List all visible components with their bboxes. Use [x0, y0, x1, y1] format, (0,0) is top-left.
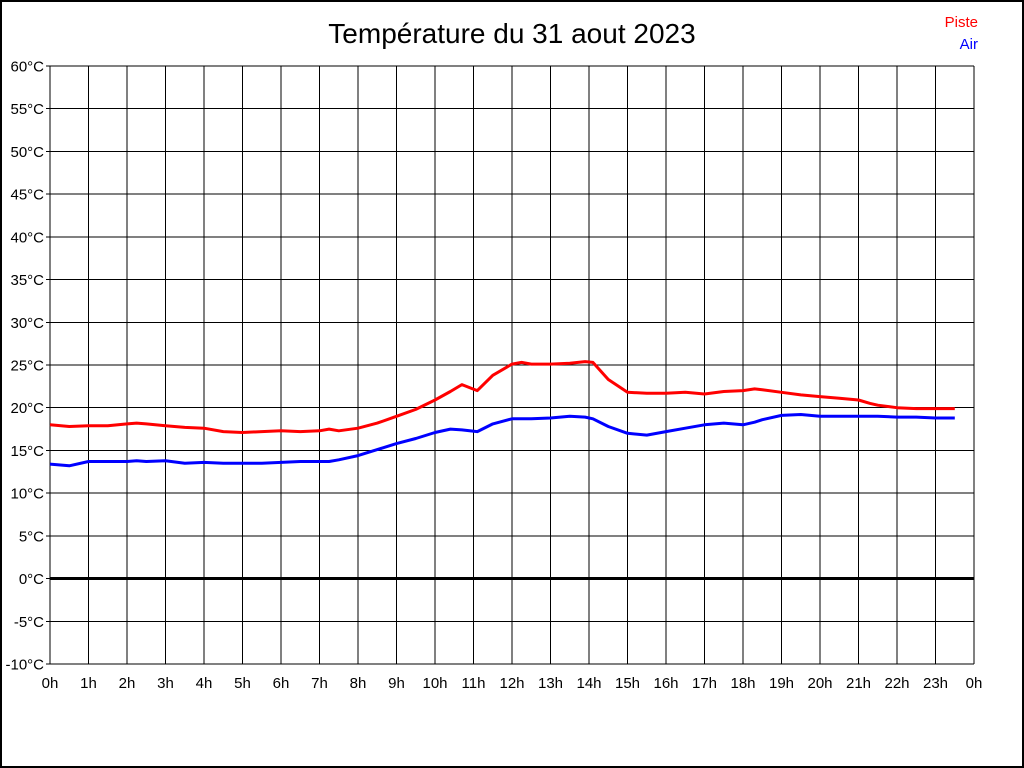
- legend-item-piste: Piste: [944, 14, 978, 31]
- y-axis-label: 50°C: [10, 144, 44, 161]
- x-axis-label: 0h: [42, 675, 59, 692]
- y-axis-label: 40°C: [10, 229, 44, 246]
- x-axis-label: 5h: [234, 675, 251, 692]
- y-axis-label: 10°C: [10, 486, 44, 503]
- y-axis-label: 20°C: [10, 400, 44, 417]
- y-axis-label: 45°C: [10, 187, 44, 204]
- y-axis-label: 5°C: [19, 528, 44, 545]
- x-axis-label: 1h: [80, 675, 97, 692]
- chart-title: Température du 31 aout 2023: [328, 18, 696, 49]
- x-axis-label: 11h: [462, 675, 486, 692]
- x-axis-label: 2h: [119, 675, 136, 692]
- x-axis-label: 19h: [769, 675, 794, 692]
- x-axis-label: 8h: [350, 675, 367, 692]
- y-axis-label: 15°C: [10, 443, 44, 460]
- x-axis-label: 22h: [884, 675, 909, 692]
- legend-item-air: Air: [959, 36, 978, 53]
- x-axis-label: 9h: [388, 675, 405, 692]
- y-axis-label: -10°C: [5, 657, 44, 674]
- x-axis-label: 20h: [807, 675, 832, 692]
- y-axis-label: 30°C: [10, 315, 44, 332]
- y-axis-label: 25°C: [10, 358, 44, 375]
- x-axis-label: 23h: [923, 675, 948, 692]
- chart-legend: Piste Air: [945, 12, 978, 56]
- x-axis-label: 0h: [966, 675, 983, 692]
- y-axis-label: 0°C: [19, 571, 44, 588]
- x-axis-label: 12h: [499, 675, 524, 692]
- x-axis-label: 3h: [157, 675, 174, 692]
- x-axis-label: 4h: [196, 675, 213, 692]
- x-axis-label: 7h: [311, 675, 328, 692]
- x-axis-label: 10h: [422, 675, 447, 692]
- x-axis-label: 16h: [653, 675, 678, 692]
- y-axis-label: 60°C: [10, 59, 44, 76]
- x-axis-label: 17h: [692, 675, 717, 692]
- y-axis-label: -5°C: [14, 614, 44, 631]
- x-axis-label: 13h: [538, 675, 563, 692]
- series-line-air: [49, 413, 955, 468]
- x-axis-label: 6h: [273, 675, 290, 692]
- x-axis-label: 18h: [730, 675, 755, 692]
- x-axis-label: 21h: [846, 675, 871, 692]
- x-axis-label: 15h: [615, 675, 640, 692]
- series-line-piste: [49, 360, 955, 434]
- y-axis-label: 55°C: [10, 101, 44, 118]
- x-axis-label: 14h: [576, 675, 601, 692]
- y-axis-label: 35°C: [10, 272, 44, 289]
